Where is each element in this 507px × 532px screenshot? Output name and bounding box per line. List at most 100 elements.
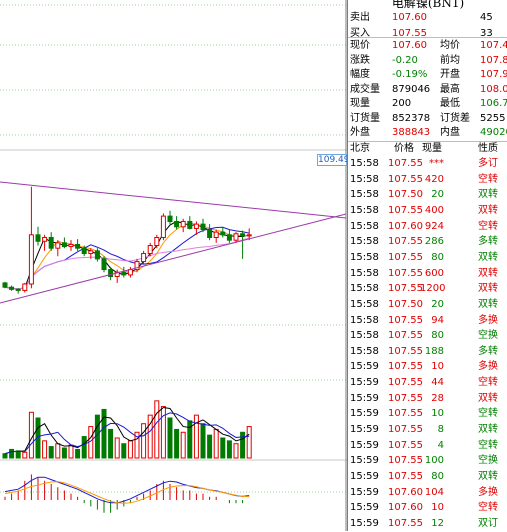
tick-time: 15:59	[350, 439, 379, 451]
tick-time: 15:58	[350, 236, 379, 248]
tick-row[interactable]: 15:58 107.55 80 双转	[348, 250, 507, 266]
candle-body	[174, 220, 180, 228]
stat-label: 成交量	[350, 83, 380, 95]
buy-label: 买入	[350, 28, 370, 39]
stat-label: 最高	[440, 83, 460, 95]
volume-bar	[114, 437, 120, 459]
tick-row[interactable]: 15:58 107.50 20 双转	[348, 187, 507, 203]
tick-volume: 10	[431, 408, 444, 420]
candle-body	[193, 223, 199, 229]
stat-value: 5255	[480, 112, 506, 124]
tick-row[interactable]: 15:58 107.55 420 空转	[348, 172, 507, 188]
candle-body	[233, 233, 239, 241]
ticks-header-vol: 现量	[422, 143, 442, 154]
tick-type: 双订	[478, 517, 498, 529]
candle-body	[127, 269, 133, 276]
tick-row[interactable]: 15:58 107.55 1200 双转	[348, 281, 507, 297]
volume-bar	[246, 426, 252, 459]
stat-value: 106.7	[480, 98, 507, 109]
volume-bar	[193, 414, 199, 459]
tick-price: 107.50	[388, 298, 423, 310]
candle-body	[88, 250, 94, 255]
candle-body	[28, 234, 34, 285]
tick-row[interactable]: 15:58 107.55 80 空换	[348, 328, 507, 344]
tick-type: 双转	[478, 267, 498, 279]
tick-time: 15:58	[350, 298, 379, 310]
candle-body	[154, 237, 160, 247]
tick-row[interactable]: 15:59 107.55 10 多换	[348, 359, 507, 375]
volume-bar	[180, 431, 186, 459]
tick-row[interactable]: 15:58 107.50 20 双转	[348, 297, 507, 313]
tick-row[interactable]: 15:59 107.55 44 空转	[348, 375, 507, 391]
candle-body	[207, 228, 213, 238]
candle-body	[213, 231, 219, 238]
volume-bar	[213, 428, 219, 459]
candle-body	[9, 286, 15, 290]
tick-price: 107.55	[388, 267, 423, 279]
tick-row[interactable]: 15:58 107.55 600 双转	[348, 266, 507, 282]
tick-row[interactable]: 15:59 107.55 80 双转	[348, 469, 507, 485]
tick-type: 双转	[478, 283, 498, 295]
volume-bar	[15, 450, 21, 459]
candle-body	[42, 237, 48, 242]
candle-body	[167, 215, 173, 222]
tick-time: 15:58	[350, 204, 379, 216]
tick-price: 107.55	[388, 330, 423, 342]
tick-row[interactable]: 15:58 107.55 188 多转	[348, 344, 507, 360]
tick-price: 107.55	[388, 283, 423, 295]
volume-bar	[121, 443, 127, 459]
tick-row[interactable]: 15:59 107.55 28 双转	[348, 391, 507, 407]
candle-body	[226, 234, 232, 241]
tick-time: 15:58	[350, 189, 379, 201]
tick-volume: 20	[431, 298, 444, 310]
tick-type: 多换	[478, 486, 498, 498]
volume-bar	[2, 453, 8, 459]
stat-value: 388843	[392, 127, 431, 138]
tick-row[interactable]: 15:59 107.60 104 多换	[348, 485, 507, 501]
tick-type: 空转	[478, 173, 498, 185]
tick-row[interactable]: 15:58 107.55 94 多换	[348, 313, 507, 329]
tick-row[interactable]: 15:58 107.55 400 双转	[348, 203, 507, 219]
tick-volume: 600	[424, 267, 444, 279]
stat-label: 开盘	[440, 69, 460, 80]
tick-type: 空转	[478, 220, 498, 232]
quote-stat-row: 订货量 852378 订货差 5255	[348, 111, 507, 127]
tick-row[interactable]: 15:59 107.55 4 空转	[348, 438, 507, 454]
tick-type: 双转	[478, 424, 498, 436]
stat-value: 107.9	[480, 69, 507, 80]
tick-price: 107.55	[388, 408, 423, 420]
kline-chart[interactable]	[0, 0, 347, 531]
tick-row[interactable]: 15:59 107.55 8 双转	[348, 422, 507, 438]
tick-volume: 44	[431, 377, 444, 389]
candle-body	[141, 253, 147, 263]
tick-volume: 10	[431, 361, 444, 373]
tick-type: 双转	[478, 392, 498, 404]
tick-row[interactable]: 15:59 107.55 12 双订	[348, 516, 507, 532]
stat-value: 852378	[392, 112, 431, 124]
tick-price: 107.55	[388, 345, 423, 357]
tick-volume: 8	[437, 424, 444, 436]
tick-volume: 1200	[420, 283, 446, 295]
candle-body	[2, 282, 8, 288]
tick-row[interactable]: 15:58 107.55 *** 多订	[348, 156, 507, 172]
candle-body	[48, 237, 54, 249]
volume-bar	[28, 411, 34, 459]
tick-price: 107.55	[388, 361, 423, 373]
tick-row[interactable]: 15:58 107.60 924 空转	[348, 219, 507, 235]
macd-series	[4, 474, 244, 513]
tick-time: 15:59	[350, 392, 379, 404]
volume-bar	[174, 428, 180, 459]
tick-volume: 924	[424, 220, 444, 232]
tick-volume: 94	[431, 314, 444, 326]
candle-body	[81, 247, 87, 255]
volume-bar	[160, 406, 166, 459]
tick-row[interactable]: 15:59 107.55 100 空换	[348, 453, 507, 469]
volume-bar	[22, 451, 28, 459]
tick-row[interactable]: 15:59 107.60 10 空转	[348, 500, 507, 516]
tick-row[interactable]: 15:59 107.55 10 空转	[348, 406, 507, 422]
stat-value: -0.20	[392, 54, 418, 66]
candle-body	[55, 242, 61, 249]
tick-price: 107.55	[388, 314, 423, 326]
macd-dif-line	[4, 476, 250, 504]
tick-row[interactable]: 15:58 107.55 286 多转	[348, 234, 507, 250]
